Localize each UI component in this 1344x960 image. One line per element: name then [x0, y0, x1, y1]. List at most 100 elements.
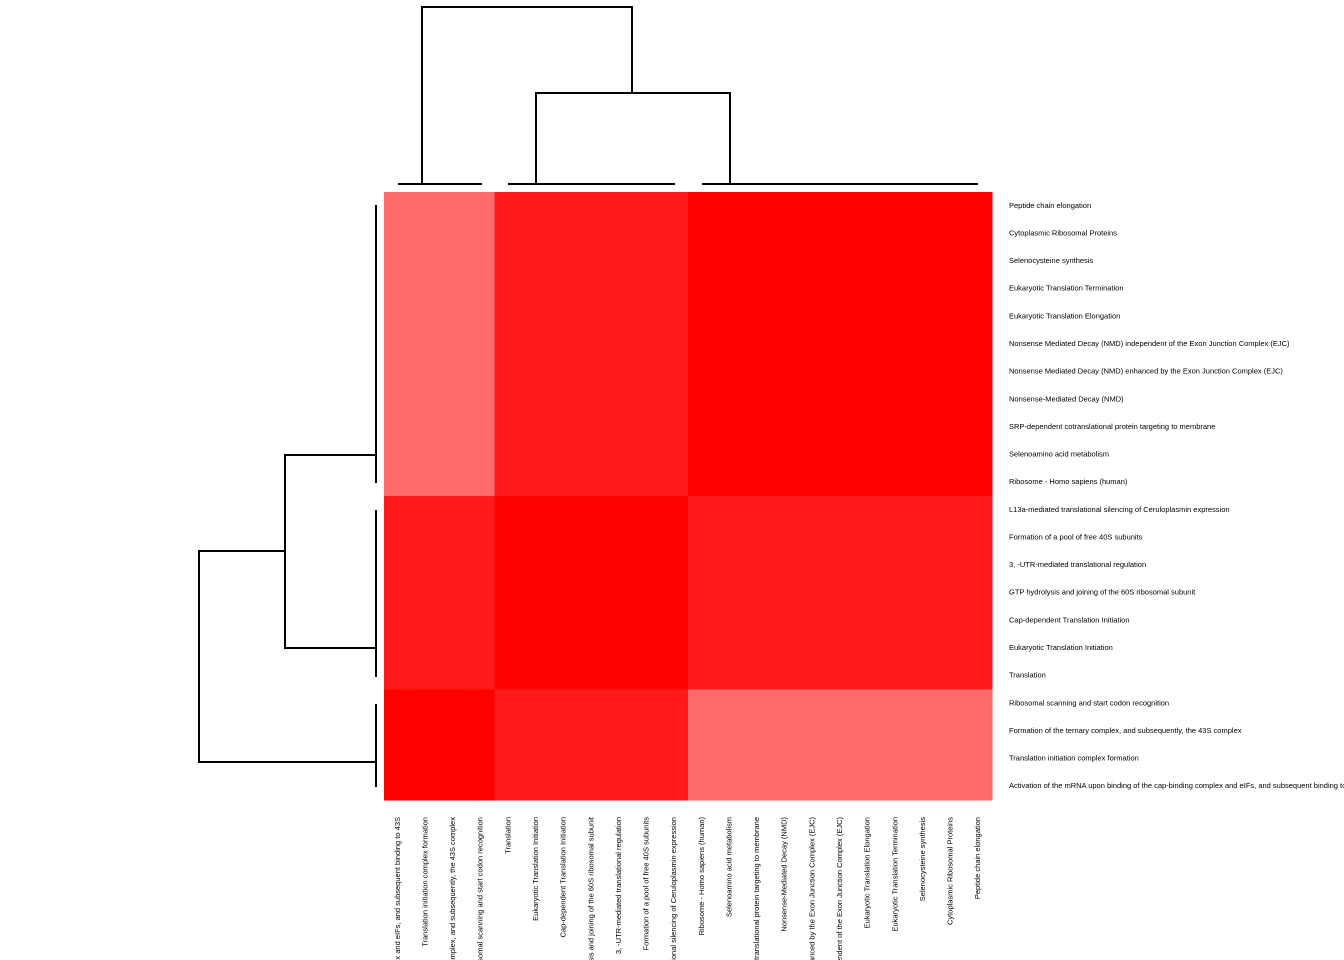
heatmap-cell	[909, 496, 938, 525]
heatmap-cell	[826, 717, 855, 746]
heatmap-cell	[770, 440, 800, 469]
heatmap-cell	[826, 330, 855, 359]
heatmap-cell	[522, 606, 551, 635]
column-label: Peptide chain elongation	[973, 817, 982, 899]
heatmap-cell	[964, 606, 993, 635]
heatmap-cell	[743, 744, 772, 773]
heatmap-cell	[577, 302, 606, 331]
heatmap-cell	[853, 302, 882, 331]
heatmap-cell	[549, 468, 578, 497]
heatmap-cell	[605, 523, 634, 552]
heatmap-cell	[964, 247, 993, 276]
heatmap-cell	[632, 634, 661, 663]
row-label: SRP-dependent cotranslational protein ta…	[1009, 422, 1215, 431]
heatmap-cell	[798, 219, 827, 248]
row-label: L13a-mediated translational silencing of…	[1009, 505, 1230, 514]
heatmap-cell	[439, 385, 468, 414]
heatmap-cell	[605, 689, 634, 718]
heatmap-cell	[715, 634, 744, 663]
heatmap-cell	[964, 496, 993, 525]
heatmap-cell	[964, 634, 993, 663]
heatmap-cell	[577, 523, 606, 552]
heatmap-cell	[826, 606, 855, 635]
heatmap-cell	[522, 772, 551, 801]
heatmap-cell	[798, 357, 827, 386]
heatmap-cell	[715, 330, 744, 359]
heatmap-cell	[549, 302, 578, 331]
heatmap-cell	[466, 468, 496, 497]
heatmap-cell	[549, 717, 578, 746]
heatmap-cell	[605, 634, 634, 663]
heatmap-cell	[632, 219, 661, 248]
heatmap-cell	[660, 606, 689, 635]
heatmap-cell	[853, 717, 882, 746]
heatmap-cell	[826, 744, 855, 773]
heatmap-cell	[494, 661, 523, 690]
heatmap-cell	[688, 551, 717, 580]
heatmap-cell	[522, 330, 551, 359]
heatmap-cell	[466, 634, 496, 663]
column-label: Eukaryotic Translation Termination	[890, 817, 899, 932]
heatmap-cell	[660, 440, 689, 469]
heatmap-cell	[826, 357, 855, 386]
heatmap-cell	[688, 468, 717, 497]
heatmap-cell	[770, 634, 800, 663]
column-label: Eukaryotic Translation Elongation	[863, 817, 872, 928]
heatmap-cell	[384, 357, 413, 386]
heatmap-cell	[826, 440, 855, 469]
heatmap-cell	[494, 523, 523, 552]
row-label: Formation of the ternary complex, and su…	[1009, 726, 1242, 735]
heatmap-cell	[770, 385, 800, 414]
column-label: Selenocysteine synthesis	[918, 817, 927, 901]
heatmap-cell	[826, 219, 855, 248]
heatmap-cell	[384, 744, 413, 773]
heatmap-cell	[826, 496, 855, 525]
heatmap-cell	[660, 274, 689, 304]
heatmap-cell	[688, 578, 717, 608]
heatmap-cell	[522, 192, 551, 221]
heatmap-cell	[909, 551, 938, 580]
heatmap-cell	[660, 523, 689, 552]
heatmap-cell	[964, 302, 993, 331]
heatmap-cell	[770, 302, 800, 331]
heatmap-cell	[853, 385, 882, 414]
row-label: Nonsense-Mediated Decay (NMD)	[1009, 394, 1124, 403]
heatmap-cell	[688, 274, 717, 304]
heatmap-cell	[964, 744, 993, 773]
column-label: L13a-mediated translational silencing of…	[669, 817, 678, 960]
column-label: Ribosome - Homo sapiens (human)	[697, 817, 706, 936]
heatmap-cell	[439, 247, 468, 276]
heatmap-cell	[881, 219, 910, 248]
heatmap-cell	[660, 468, 689, 497]
heatmap-cell	[770, 578, 800, 608]
heatmap-cell	[466, 330, 496, 359]
heatmap-cell	[909, 772, 938, 801]
heatmap-cell	[826, 578, 855, 608]
heatmap-cell	[826, 523, 855, 552]
heatmap-cell	[466, 689, 496, 718]
heatmap-cell	[632, 689, 661, 718]
heatmap-cell	[798, 772, 827, 801]
heatmap-cell	[881, 551, 910, 580]
heatmap-cell	[853, 689, 882, 718]
heatmap-cell	[466, 413, 496, 442]
heatmap-cell	[881, 578, 910, 608]
heatmap-cell	[909, 689, 938, 718]
heatmap-cell	[881, 302, 910, 331]
heatmap-cell	[522, 274, 551, 304]
heatmap-cell	[632, 247, 661, 276]
heatmap-cell	[411, 661, 440, 690]
heatmap-cell	[936, 247, 965, 276]
heatmap-cell	[743, 578, 772, 608]
heatmap-cell	[384, 385, 413, 414]
heatmap-cell	[743, 274, 772, 304]
heatmap-cell	[660, 357, 689, 386]
heatmap-cell	[522, 689, 551, 718]
heatmap-cell	[632, 744, 661, 773]
heatmap-cell	[522, 440, 551, 469]
heatmap-cell	[715, 385, 744, 414]
column-label: Cap-dependent Translation Initiation	[559, 817, 568, 938]
heatmap-cell	[577, 247, 606, 276]
heatmap-cell	[605, 247, 634, 276]
heatmap-cell	[439, 357, 468, 386]
